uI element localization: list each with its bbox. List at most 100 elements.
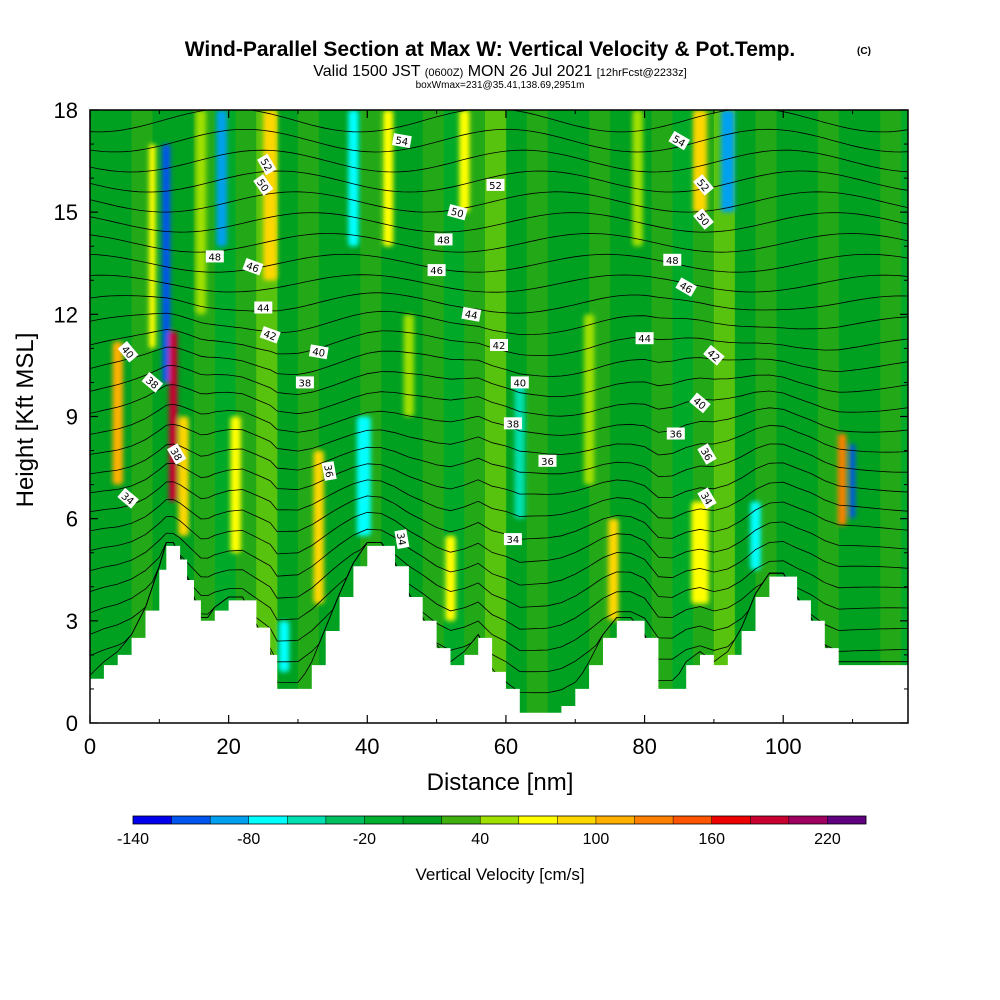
isentrope-label-bg bbox=[295, 376, 314, 389]
velocity-column bbox=[403, 314, 415, 417]
isentrope-label-bg bbox=[321, 461, 337, 481]
velocity-column bbox=[348, 110, 359, 247]
velocity-column bbox=[148, 144, 156, 349]
isentrope-label: 42 bbox=[259, 326, 281, 344]
colorbar-tick-label: -140 bbox=[117, 831, 149, 848]
isentrope-label: 54 bbox=[391, 133, 412, 149]
isentrope-label: 44 bbox=[635, 332, 654, 345]
colorbar-swatch bbox=[750, 816, 790, 824]
velocity-columns bbox=[112, 110, 856, 672]
velocity-column bbox=[583, 314, 595, 485]
isentrope-label-bg bbox=[666, 427, 685, 440]
colorbar-swatch bbox=[711, 816, 751, 824]
isentrope-label-text: 42 bbox=[262, 329, 278, 344]
isentrope-label-bg bbox=[141, 372, 164, 393]
velocity-band bbox=[297, 110, 320, 723]
x-tick-label: 60 bbox=[494, 734, 518, 759]
x-axis: 0 20 40 60 80 100 bbox=[84, 110, 854, 759]
isentropes bbox=[90, 110, 908, 694]
isentrope-label-text: 50 bbox=[449, 207, 464, 221]
velocity-column bbox=[459, 110, 470, 213]
velocity-band bbox=[859, 110, 881, 723]
isentrope-label-text: 48 bbox=[666, 256, 679, 267]
velocity-band bbox=[838, 110, 860, 723]
valid-prefix: Valid 1500 JST bbox=[313, 63, 421, 80]
isentrope-label-bg bbox=[689, 392, 711, 414]
y-tick-label: 0 bbox=[66, 711, 78, 736]
velocity-band bbox=[90, 110, 112, 723]
isentrope-line bbox=[90, 274, 908, 293]
colorbar-swatch bbox=[634, 816, 674, 824]
isentrope-label-text: 40 bbox=[311, 347, 325, 360]
isentrope-label: 38 bbox=[503, 417, 522, 430]
isentrope-label: 44 bbox=[461, 306, 482, 322]
box-wmax-info: boxWmax=231@35.41,138.69,2951m bbox=[416, 80, 585, 91]
isentrope-line bbox=[90, 403, 908, 436]
isentrope-label-bg bbox=[697, 487, 717, 509]
isentrope-line bbox=[90, 365, 908, 398]
y-tick-label: 12 bbox=[54, 302, 78, 327]
isentrope-label-text: 44 bbox=[257, 304, 270, 315]
velocity-column bbox=[230, 416, 241, 553]
isentrope-label-bg bbox=[254, 301, 273, 314]
isentrope-label-text: 38 bbox=[299, 378, 312, 389]
valid-date: MON 26 Jul 2021 bbox=[468, 63, 593, 80]
isentrope-label-bg bbox=[167, 443, 187, 465]
y-tick-label: 3 bbox=[66, 609, 78, 634]
isentrope-label-text: 54 bbox=[394, 136, 408, 149]
isentrope-label-text: 44 bbox=[464, 309, 478, 322]
isentrope-label-text: 44 bbox=[638, 334, 651, 345]
isentrope-label: 48 bbox=[205, 250, 224, 263]
isentrope-label: 44 bbox=[254, 301, 273, 315]
isentrope-label-bg bbox=[503, 417, 522, 430]
isentrope-label-bg bbox=[394, 529, 410, 550]
x-tick-label: 20 bbox=[216, 734, 240, 759]
velocity-column bbox=[720, 110, 735, 213]
isentrope-label-bg bbox=[703, 344, 725, 366]
velocity-band bbox=[568, 110, 590, 723]
y-tick-label: 15 bbox=[54, 200, 78, 225]
colorbar-label: Vertical Velocity [cm/s] bbox=[415, 865, 584, 884]
velocity-column bbox=[445, 535, 456, 621]
isentrope-line bbox=[90, 233, 908, 253]
isentrope-line bbox=[90, 253, 908, 273]
velocity-column bbox=[514, 382, 525, 519]
isentrope-line bbox=[90, 384, 908, 417]
colorbar-swatch bbox=[364, 816, 404, 824]
colorbar-swatch bbox=[403, 816, 442, 824]
x-tick-label: 100 bbox=[765, 734, 802, 759]
isentrope-label-bg bbox=[205, 250, 224, 263]
velocity-column bbox=[278, 620, 290, 672]
isentrope-label: 46 bbox=[242, 257, 264, 275]
velocity-band bbox=[817, 110, 840, 723]
isentrope-label-bg bbox=[675, 277, 697, 297]
isentrope-label: 38 bbox=[295, 376, 314, 389]
isentrope-line bbox=[90, 128, 908, 153]
velocity-band bbox=[277, 110, 299, 723]
isentrope-label-bg bbox=[257, 153, 277, 176]
velocity-band bbox=[776, 110, 798, 723]
isentrope-label-text: 52 bbox=[489, 181, 502, 192]
isentrope-label-text: 48 bbox=[208, 252, 221, 263]
colorbar-frame bbox=[132, 815, 867, 825]
isentrope-label-bg bbox=[308, 344, 329, 360]
valid-time-line: Valid 1500 JST (0600Z) MON 26 Jul 2021 [… bbox=[313, 63, 686, 80]
isentrope-label: 40 bbox=[308, 344, 329, 360]
y-tick-label: 18 bbox=[54, 98, 78, 123]
isentrope-label-bg bbox=[503, 533, 522, 546]
velocity-column bbox=[216, 110, 227, 247]
isentrope-label-bg bbox=[693, 208, 714, 230]
velocity-band bbox=[651, 110, 673, 723]
velocity-band bbox=[485, 110, 507, 723]
isentrope-label-bg bbox=[117, 487, 139, 509]
isentrope-label-bg bbox=[635, 332, 654, 345]
isentrope-line bbox=[90, 423, 908, 456]
isentrope-label: 42 bbox=[490, 339, 508, 352]
velocity-band bbox=[526, 110, 549, 723]
colorbar-swatch bbox=[518, 816, 558, 824]
isentrope-label-bg bbox=[391, 133, 412, 149]
colorbar-swatch bbox=[171, 816, 211, 824]
velocity-column bbox=[691, 501, 709, 604]
isentrope-label-text: 40 bbox=[513, 378, 526, 389]
